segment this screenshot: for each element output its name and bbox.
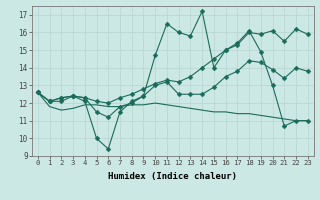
X-axis label: Humidex (Indice chaleur): Humidex (Indice chaleur): [108, 172, 237, 181]
